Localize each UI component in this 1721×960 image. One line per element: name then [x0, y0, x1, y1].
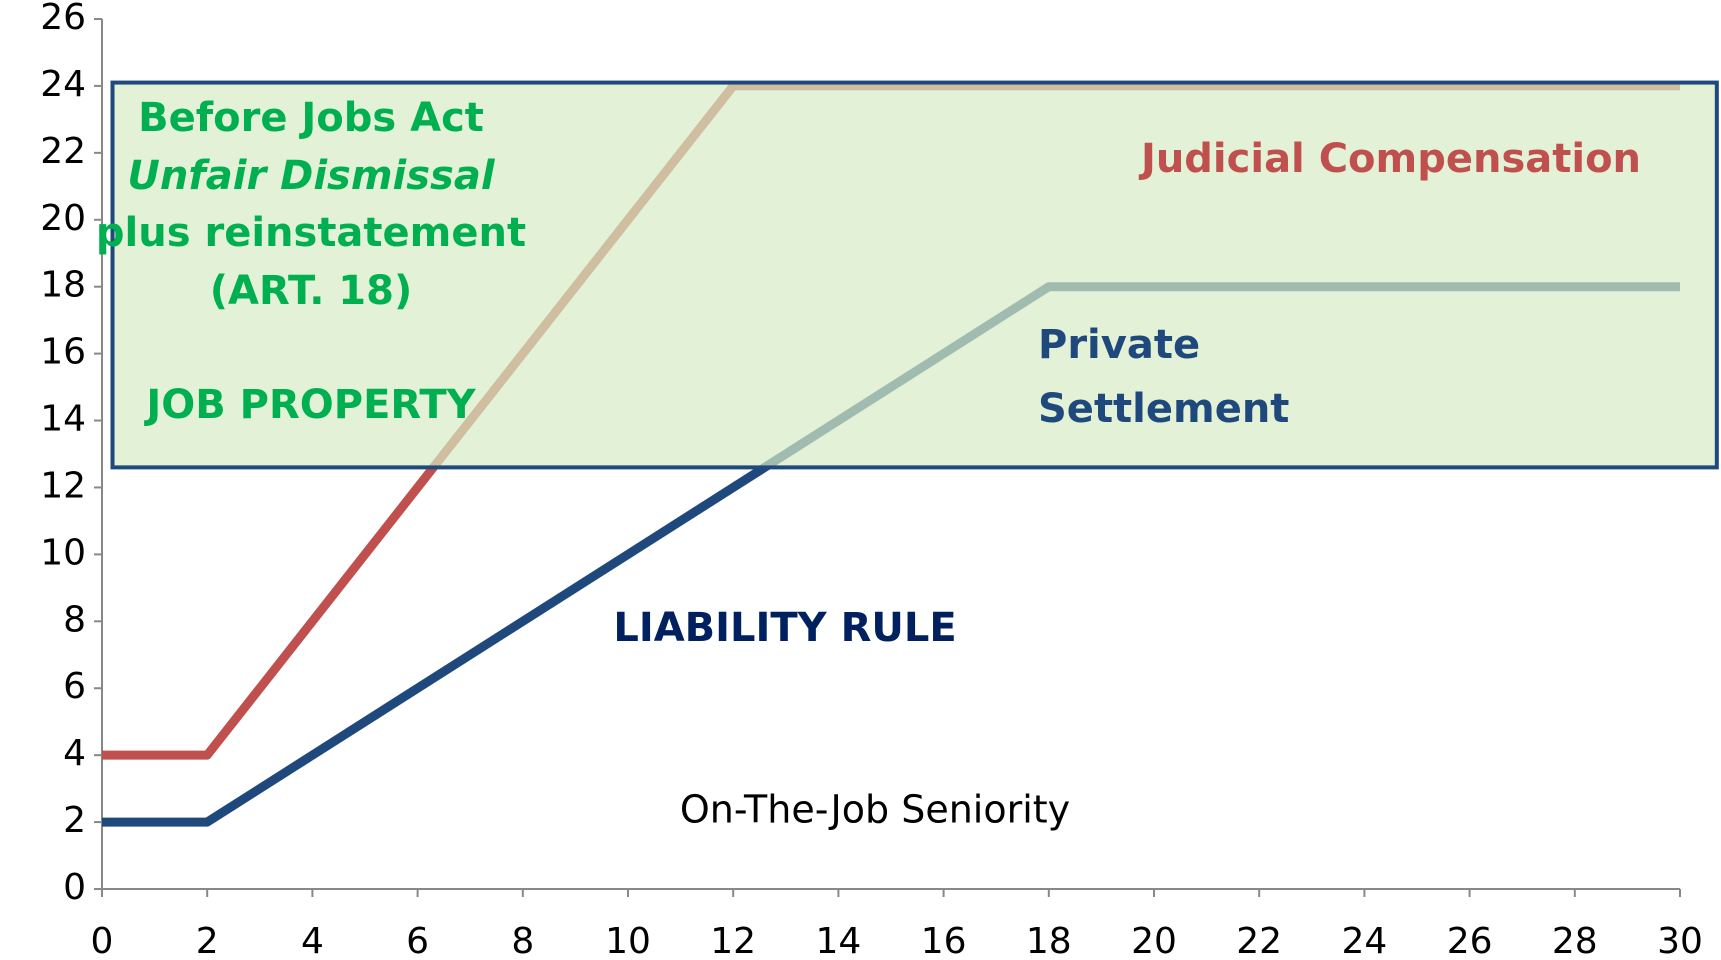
annotation: Settlement	[1038, 386, 1289, 432]
annotation: On-The-Job Seniority	[680, 788, 1070, 832]
x-tick-label: 26	[1447, 921, 1493, 960]
x-tick-label: 4	[301, 921, 324, 960]
x-tick-label: 0	[91, 921, 114, 960]
x-tick-label: 20	[1131, 921, 1177, 960]
annotation: Judicial Compensation	[1138, 136, 1641, 182]
y-tick-label: 18	[40, 265, 86, 306]
y-tick-label: 6	[63, 666, 86, 707]
annotation: Unfair Dismissal	[127, 153, 495, 199]
annotation: Private	[1038, 322, 1200, 368]
x-tick-label: 16	[921, 921, 967, 960]
y-tick-label: 4	[63, 733, 86, 774]
x-tick-label: 22	[1236, 921, 1282, 960]
x-tick-label: 18	[1026, 921, 1072, 960]
x-tick-label: 24	[1341, 921, 1387, 960]
y-tick-label: 2	[63, 800, 86, 841]
x-tick-label: 6	[406, 921, 429, 960]
shaded-region	[110, 80, 1719, 470]
annotation: Before Jobs Act	[138, 95, 484, 141]
x-tick-label: 10	[605, 921, 651, 960]
y-tick-label: 20	[40, 198, 86, 239]
y-tick-label: 26	[40, 0, 86, 38]
x-tick-label: 28	[1552, 921, 1598, 960]
annotation: plus reinstatement	[96, 210, 526, 256]
x-tick-label: 8	[511, 921, 534, 960]
y-tick-label: 16	[40, 332, 86, 373]
x-tick-label: 14	[815, 921, 861, 960]
x-tick-label: 2	[196, 921, 219, 960]
y-tick-label: 22	[40, 131, 86, 172]
y-tick-label: 12	[40, 465, 86, 506]
annotation: JOB PROPERTY	[143, 382, 476, 428]
annotation: (ART. 18)	[210, 268, 413, 314]
y-tick-label: 14	[40, 399, 86, 440]
y-tick-label: 8	[63, 599, 86, 640]
x-tick-label: 30	[1657, 921, 1703, 960]
y-tick-label: 24	[40, 64, 86, 105]
y-tick-label: 10	[40, 532, 86, 573]
y-tick-label: 0	[63, 867, 86, 908]
annotation: LIABILITY RULE	[613, 605, 956, 651]
x-tick-label: 12	[710, 921, 756, 960]
